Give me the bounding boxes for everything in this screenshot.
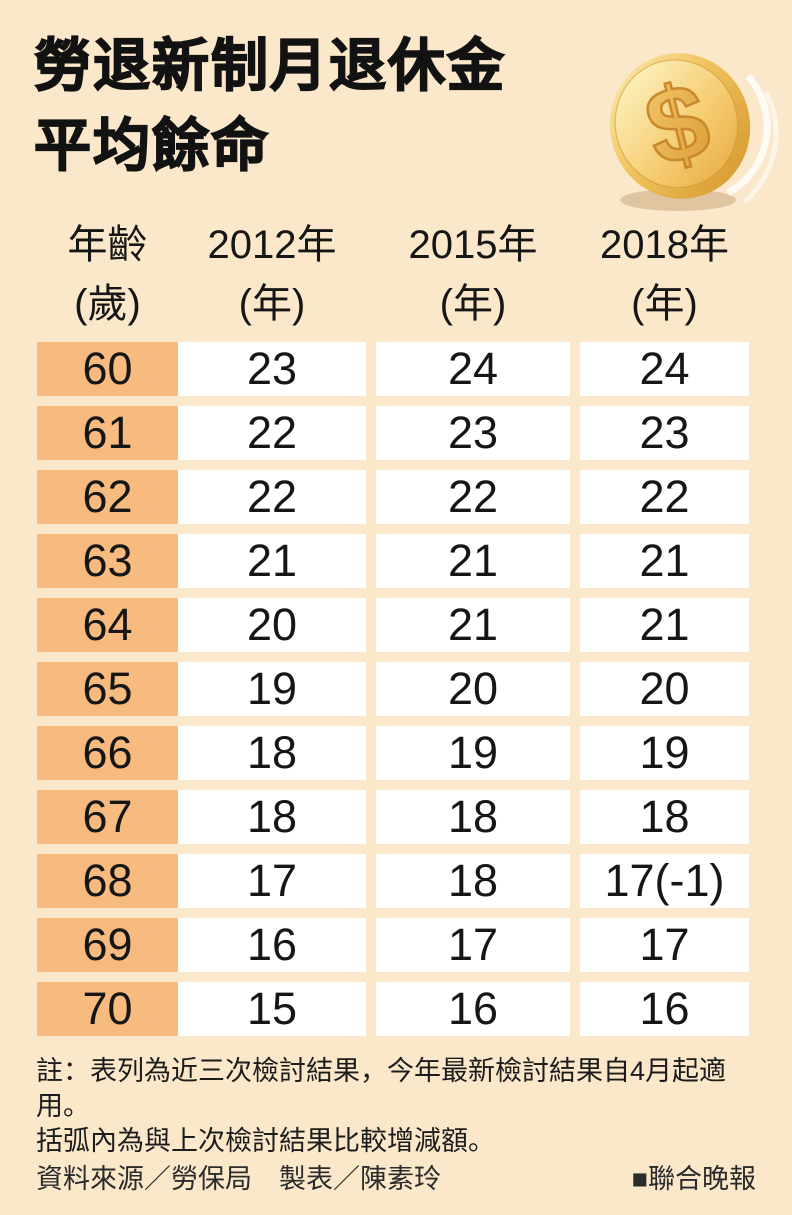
table-row: 70 15 16 16 [37, 982, 749, 1036]
value-2015-cell: 24 [376, 342, 570, 396]
age-cell: 65 [37, 662, 178, 716]
table-header: 年齡 (歲) 2012年 (年) 2015年 (年) 2018年 (年) [37, 216, 749, 334]
table-row: 68 17 18 17(-1) [37, 854, 749, 908]
source-credit: 資料來源／勞保局 製表／陳素玲 [36, 1164, 441, 1194]
header-2012-label: 2012年 [207, 223, 337, 267]
value-2018-cell: 16 [580, 982, 749, 1036]
header-2015-label: 2015年 [408, 223, 538, 267]
value-2015-cell: 18 [376, 854, 570, 908]
age-cell: 70 [37, 982, 178, 1036]
header-2015-unit: (年) [439, 282, 507, 326]
coin-shadow [620, 189, 736, 211]
age-cell: 64 [37, 598, 178, 652]
table-body: 60 23 24 24 61 22 23 23 62 22 22 22 [37, 342, 749, 1036]
motion-arc-2 [742, 90, 779, 204]
value-2015-cell: 17 [376, 918, 570, 972]
value-2012-cell: 19 [178, 662, 366, 716]
header-2018-unit: (年) [631, 282, 698, 326]
value-2018-cell: 17(-1) [580, 854, 749, 908]
value-2012-cell: 15 [178, 982, 366, 1036]
table-row: 61 22 23 23 [37, 406, 749, 460]
value-2015-cell: 16 [376, 982, 570, 1036]
value-2015-cell: 21 [376, 534, 570, 588]
value-2012-cell: 21 [178, 534, 366, 588]
age-cell: 61 [37, 406, 178, 460]
table-row: 67 18 18 18 [37, 790, 749, 844]
value-2012-cell: 22 [178, 470, 366, 524]
value-2012-cell: 18 [178, 790, 366, 844]
header-age-unit: (歲) [74, 282, 141, 326]
header-2012-unit: (年) [238, 282, 306, 326]
value-2018-cell: 20 [580, 662, 749, 716]
age-cell: 63 [37, 534, 178, 588]
value-2012-cell: 17 [178, 854, 366, 908]
life-expectancy-table: 年齡 (歲) 2012年 (年) 2015年 (年) 2018年 (年) 60 … [37, 216, 749, 1046]
page-title: 勞退新制月退休金 平均餘命 [33, 26, 506, 186]
table-row: 64 20 21 21 [37, 598, 749, 652]
motion-arc-1 [726, 73, 771, 197]
value-2015-cell: 18 [376, 790, 570, 844]
footnote-line-1: 註：表列為近三次檢討結果，今年最新檢討結果自4月起適用。 [36, 1056, 727, 1121]
value-2018-cell: 23 [580, 406, 749, 460]
age-cell: 62 [37, 470, 178, 524]
header-2018: 2018年 (年) [580, 216, 749, 334]
age-cell: 69 [37, 918, 178, 972]
table-row: 69 16 17 17 [37, 918, 749, 972]
age-cell: 67 [37, 790, 178, 844]
table-row: 60 23 24 24 [37, 342, 749, 396]
header-age-label: 年齡 [67, 223, 148, 267]
header-2018-label: 2018年 [600, 223, 729, 267]
value-2018-cell: 21 [580, 598, 749, 652]
footer: 資料來源／勞保局 製表／陳素玲 ■聯合晚報 [36, 1157, 756, 1196]
value-2012-cell: 23 [178, 342, 366, 396]
value-2018-cell: 21 [580, 534, 749, 588]
value-2018-cell: 17 [580, 918, 749, 972]
value-2018-cell: 19 [580, 726, 749, 780]
value-2012-cell: 16 [178, 918, 366, 972]
value-2015-cell: 22 [376, 470, 570, 524]
header-age: 年齡 (歲) [37, 216, 178, 334]
table-row: 63 21 21 21 [37, 534, 749, 588]
value-2018-cell: 24 [580, 342, 749, 396]
value-2018-cell: 22 [580, 470, 749, 524]
age-cell: 66 [37, 726, 178, 780]
footnote: 註：表列為近三次檢討結果，今年最新檢討結果自4月起適用。 括弧內為與上次檢討結果… [36, 1054, 760, 1159]
age-cell: 68 [37, 854, 178, 908]
age-cell: 60 [37, 342, 178, 396]
value-2015-cell: 21 [376, 598, 570, 652]
value-2012-cell: 18 [178, 726, 366, 780]
value-2012-cell: 22 [178, 406, 366, 460]
publication-credit: ■聯合晚報 [631, 1164, 756, 1194]
value-2012-cell: 20 [178, 598, 366, 652]
gold-coin-icon: $ [596, 36, 792, 216]
coin-svg: $ [609, 53, 779, 211]
title-line-1: 勞退新制月退休金 [33, 33, 506, 99]
header-2015: 2015年 (年) [376, 216, 570, 334]
header-2012: 2012年 (年) [178, 216, 366, 334]
value-2018-cell: 18 [580, 790, 749, 844]
title-line-2: 平均餘命 [33, 113, 270, 179]
table-row: 62 22 22 22 [37, 470, 749, 524]
coin-body: $ [609, 53, 751, 199]
value-2015-cell: 20 [376, 662, 570, 716]
value-2015-cell: 23 [376, 406, 570, 460]
table-row: 65 19 20 20 [37, 662, 749, 716]
table-row: 66 18 19 19 [37, 726, 749, 780]
footnote-line-2: 括弧內為與上次檢討結果比較增減額。 [36, 1126, 495, 1156]
value-2015-cell: 19 [376, 726, 570, 780]
